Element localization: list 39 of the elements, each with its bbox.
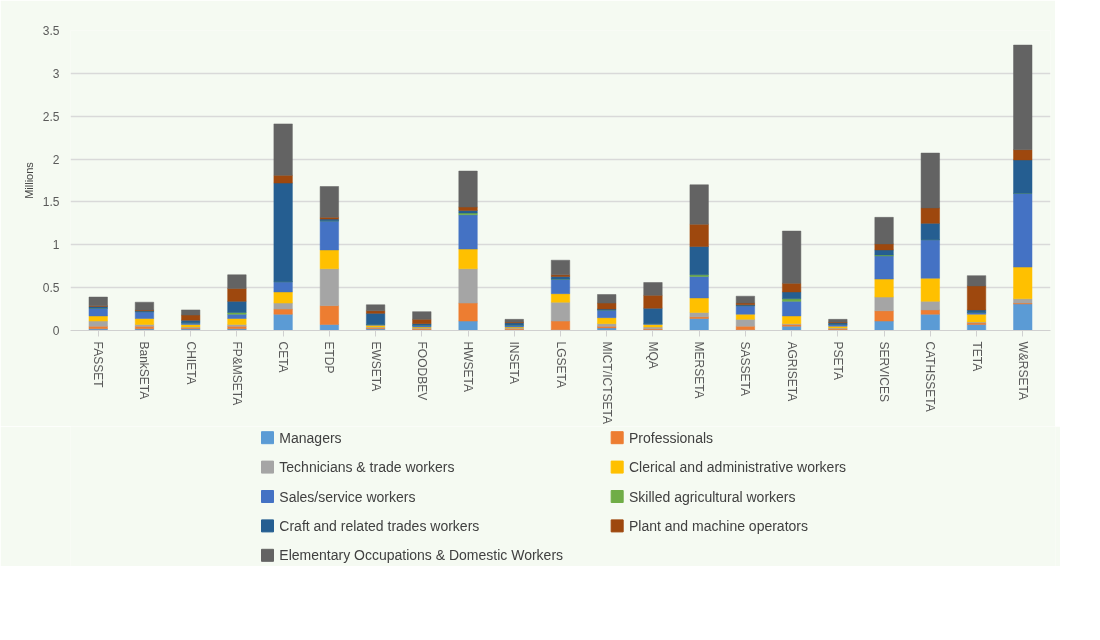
y-tick-label: 1 — [52, 238, 60, 253]
x-tick-label: FP&MSETA — [229, 341, 244, 406]
x-tick-label: MQA — [645, 341, 660, 369]
y-tick-label: 1.5 — [42, 195, 60, 210]
legend-label: Technicians & trade workers — [279, 459, 455, 476]
x-tick-label: AGRISETA — [784, 341, 799, 402]
x-tick-label: FASSET — [91, 341, 106, 389]
y-tick-label: 0 — [52, 324, 60, 338]
legend-label: Elementary Occupations & Domestic Workers — [279, 547, 564, 564]
y-tick-label: 0.5 — [42, 281, 60, 296]
legend-label: Plant and machine operators — [628, 517, 808, 534]
y-tick-label: 2 — [52, 152, 60, 167]
x-tick-label: PSETA — [830, 341, 845, 380]
y-tick-label: 2.5 — [42, 109, 60, 124]
y-axis-title: Millions — [22, 161, 35, 199]
y-tick-label: 3.5 — [42, 24, 60, 38]
x-tick-label: BankSETA — [137, 341, 152, 400]
x-tick-label: INSETA — [507, 341, 522, 384]
x-tick-label: CETA — [276, 341, 291, 373]
x-tick-label: MICT/ICTSETA — [599, 341, 614, 424]
legend-label: Craft and related trades workers — [279, 517, 480, 534]
x-tick-label: FOODBEV — [414, 341, 429, 401]
x-tick-label: W&RSETA — [1015, 341, 1030, 400]
x-tick-label: CATHSSETA — [923, 341, 938, 412]
x-tick-label: SASSETA — [738, 341, 753, 396]
x-tick-label: TETA — [969, 341, 984, 372]
x-tick-label: LGSETA — [553, 341, 568, 388]
legend-label: Skilled agricultural workers — [628, 488, 796, 505]
x-tick-label: EWSETA — [368, 341, 383, 392]
x-tick-label: SERVICES — [877, 341, 892, 402]
legend-label: Sales/service workers — [279, 488, 416, 505]
y-tick-label: 3 — [52, 66, 60, 81]
legend-label: Clerical and administrative workers — [628, 459, 847, 476]
legend-label: Managers — [279, 429, 342, 446]
x-tick-label: ETDP — [322, 341, 337, 374]
x-tick-label: MERSETA — [692, 341, 707, 399]
x-tick-label: HWSETA — [461, 341, 476, 392]
x-tick-label: CHIETA — [183, 341, 198, 385]
legend-label: Professionals — [628, 429, 714, 446]
